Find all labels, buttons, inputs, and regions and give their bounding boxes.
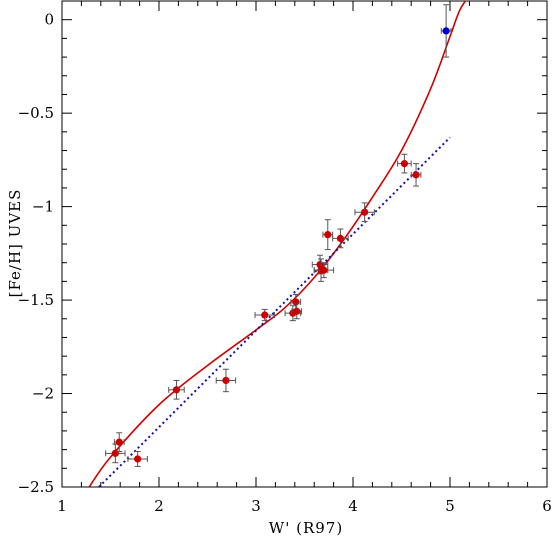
point-marker	[115, 438, 123, 446]
data-points	[105, 4, 452, 467]
tick-labels: 1 2 3 4 5 6 −2.5 −2 −1.5 −1 −0.5 0	[18, 11, 552, 515]
y-tick-label: −0.5	[18, 104, 54, 122]
point-marker	[261, 311, 269, 319]
y-tick-label: −1.5	[18, 291, 54, 309]
point-marker	[134, 455, 142, 463]
data-point	[113, 432, 125, 452]
y-tick-label: −1	[32, 198, 54, 216]
data-point	[354, 202, 375, 223]
highlight-marker	[442, 27, 450, 35]
axes	[61, 0, 548, 488]
x-axis-label: W' (R97)	[269, 519, 343, 537]
point-marker	[320, 266, 328, 274]
point-marker	[400, 160, 409, 168]
point-marker	[222, 376, 230, 385]
data-point	[254, 308, 275, 322]
point-marker	[361, 208, 369, 216]
data-point	[291, 303, 303, 320]
x-tick-label: 1	[57, 497, 67, 515]
y-tick-label: −2.5	[18, 478, 54, 496]
x-tick-label: 4	[348, 497, 358, 515]
y-axis-label: [Fe/H] UVES	[6, 189, 24, 298]
fit-lines	[88, 1, 467, 487]
data-point	[127, 450, 148, 467]
point-marker	[412, 171, 420, 179]
data-point	[397, 153, 412, 174]
data-point	[313, 262, 335, 279]
point-marker	[324, 231, 332, 239]
data-point	[168, 379, 185, 400]
data-point	[322, 219, 334, 251]
point-marker	[172, 386, 181, 394]
point-marker	[293, 307, 301, 315]
point-marker	[111, 449, 119, 457]
x-tick-label: 5	[445, 497, 455, 515]
x-tick-label: 2	[154, 497, 164, 515]
data-point	[332, 228, 349, 249]
x-tick-label: 6	[542, 497, 552, 515]
y-tick-label: 0	[44, 11, 54, 29]
polynomial-fit-line	[88, 1, 467, 487]
data-point	[410, 163, 422, 187]
data-point	[440, 4, 452, 58]
y-tick-label: −2	[32, 385, 54, 403]
data-point	[215, 368, 237, 393]
plot-frame	[61, 0, 548, 488]
point-marker	[336, 234, 344, 242]
point-marker	[292, 298, 300, 306]
x-tick-label: 3	[251, 497, 261, 515]
